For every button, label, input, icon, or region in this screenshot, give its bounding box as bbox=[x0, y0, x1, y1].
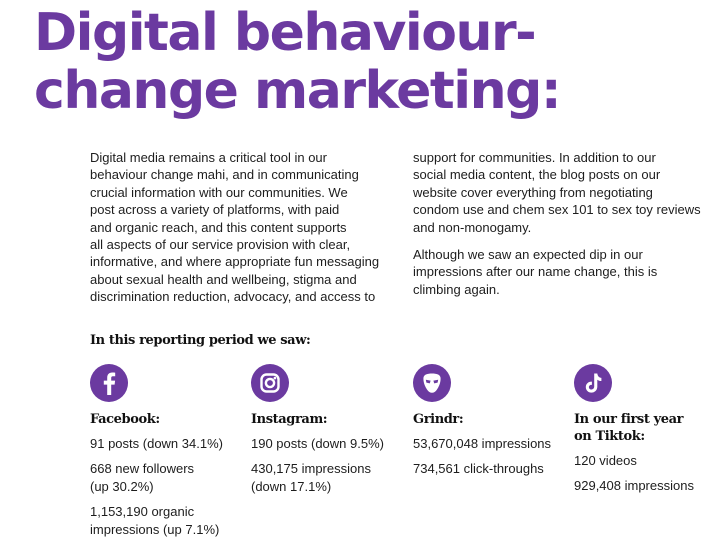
body-line: support for communities. In addition to … bbox=[413, 150, 656, 165]
stat-tiktok: In our first year on Tiktok: 120 videos … bbox=[574, 364, 714, 503]
instagram-icon bbox=[251, 364, 289, 402]
body-text-left: Digital media remains a critical tool in… bbox=[90, 149, 400, 306]
body-line: discrimination reduction, advocacy, and … bbox=[90, 289, 376, 305]
stat-values: 190 posts (down 9.5%) 430,175 impression… bbox=[251, 435, 401, 495]
stat-title: In our first year on Tiktok: bbox=[574, 412, 684, 444]
body-text-right: support for communities. In addition to … bbox=[413, 149, 713, 298]
stat-values: 91 posts (down 34.1%) 668 new followers(… bbox=[90, 435, 240, 538]
stat-title: Instagram: bbox=[251, 412, 328, 427]
body-line: impressions after our name change, this … bbox=[413, 264, 658, 280]
body-paragraph: support for communities. In addition to … bbox=[413, 149, 713, 236]
stat-value: 430,175 impressions (down 17.1%) bbox=[251, 461, 371, 494]
tiktok-icon bbox=[574, 364, 612, 402]
stat-facebook: Facebook: 91 posts (down 34.1%) 668 new … bbox=[90, 364, 240, 539]
title-line-1: Digital behaviour- bbox=[34, 3, 537, 63]
body-line: informative, and where appropriate fun m… bbox=[90, 254, 380, 270]
stat-title: Facebook: bbox=[90, 412, 160, 427]
stat-value: 91 posts (down 34.1%) bbox=[90, 436, 223, 451]
stat-value: 53,670,048 impressions bbox=[413, 436, 552, 451]
stat-value: 1,153,190 organic impressions (up 7.1%) bbox=[90, 504, 220, 537]
stat-grindr: Grindr: 53,670,048 impressions 734,561 c… bbox=[413, 364, 563, 486]
stat-value: 668 new followers (up 30.2%) bbox=[90, 461, 195, 494]
stat-instagram: Instagram: 190 posts (down 9.5%) 430,175… bbox=[251, 364, 401, 503]
body-line: crucial information with our communities… bbox=[90, 184, 348, 200]
stat-values: 120 videos 929,408 impressions bbox=[574, 452, 714, 495]
facebook-icon bbox=[90, 364, 128, 402]
stat-value: 120 videos bbox=[574, 453, 637, 468]
title-line-2: change marketing: bbox=[34, 61, 562, 121]
body-line: behaviour change mahi, and in communicat… bbox=[90, 167, 359, 183]
body-line: Although we saw an expected dip in our bbox=[413, 247, 643, 263]
body-line: social media content, the blog posts on … bbox=[413, 167, 661, 183]
reporting-period-heading: In this reporting period we saw: bbox=[90, 333, 311, 348]
stat-title: Grindr: bbox=[413, 412, 464, 427]
body-line: Digital media remains a critical tool in… bbox=[90, 150, 327, 165]
stat-values: 53,670,048 impressions 734,561 click-thr… bbox=[413, 435, 563, 478]
grindr-icon bbox=[413, 364, 451, 402]
stat-value: 929,408 impressions bbox=[574, 478, 694, 494]
stat-value: 190 posts (down 9.5%) bbox=[251, 436, 384, 451]
body-paragraph: Although we saw an expected dip in our i… bbox=[413, 246, 713, 298]
body-line: and non-monogamy. bbox=[413, 219, 532, 235]
stat-value: 734,561 click-throughs bbox=[413, 461, 544, 477]
body-line: all aspects of our service provision wit… bbox=[90, 237, 351, 253]
body-line: and organic reach, and this content supp… bbox=[90, 219, 347, 235]
page-title: Digital behaviour- change marketing: bbox=[34, 4, 714, 120]
body-line: about sexual health and wellbeing, stigm… bbox=[90, 271, 357, 287]
body-line: climbing again. bbox=[413, 281, 500, 297]
body-line: post across a variety of platforms, with… bbox=[90, 202, 340, 218]
body-line: condom use and chem sex 101 to sex toy r… bbox=[413, 202, 701, 218]
body-line: website cover everything from negotiatin… bbox=[413, 184, 653, 200]
